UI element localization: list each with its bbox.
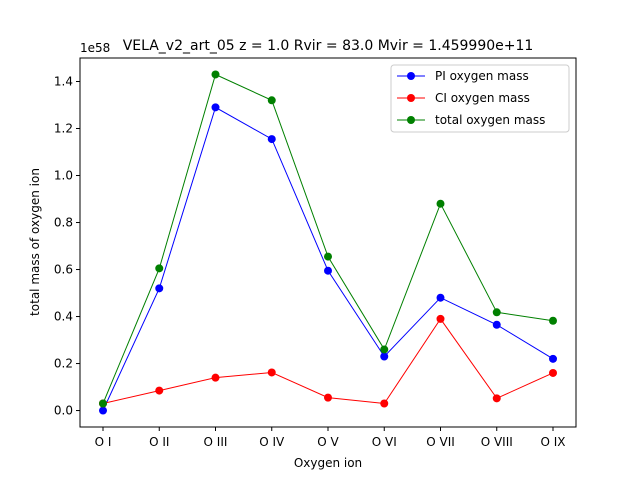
- data-point-ci-oxygen-mass: [380, 399, 389, 408]
- data-point-pi-oxygen-mass: [492, 320, 501, 329]
- legend-marker: [407, 94, 415, 102]
- x-tick-label: O VII: [426, 435, 455, 449]
- data-point-total-oxygen-mass: [492, 308, 501, 317]
- data-point-pi-oxygen-mass: [324, 266, 332, 275]
- data-point-total-oxygen-mass: [436, 199, 445, 208]
- legend-marker: [407, 116, 415, 124]
- legend-box: [390, 64, 570, 133]
- x-tick-label: O III: [204, 435, 228, 449]
- legend-label: total oxygen mass: [435, 113, 545, 127]
- x-tick-label: O V: [317, 435, 339, 449]
- y-tick-label: 0.8: [54, 216, 73, 230]
- data-point-ci-oxygen-mass: [492, 394, 501, 403]
- y-tick-label: 1.4: [54, 75, 73, 89]
- data-point-ci-oxygen-mass: [436, 314, 445, 323]
- data-point-pi-oxygen-mass: [436, 293, 445, 302]
- y-offset-label: 1e58: [80, 41, 110, 55]
- data-point-pi-oxygen-mass: [99, 406, 107, 415]
- x-tick-label: O VI: [372, 435, 397, 449]
- chart-title: VELA_v2_art_05 z = 1.0 Rvir = 83.0 Mvir …: [123, 38, 534, 54]
- legend-label: PI oxygen mass: [435, 69, 529, 83]
- data-point-total-oxygen-mass: [267, 96, 276, 105]
- legend: PI oxygen mass CI oxygen mass total oxygen…: [390, 64, 570, 133]
- data-point-pi-oxygen-mass: [211, 103, 220, 112]
- y-tick-label: 1.2: [54, 122, 73, 136]
- data-point-total-oxygen-mass: [99, 399, 107, 408]
- x-tick-label: O I: [95, 435, 112, 449]
- plot-frame: [79, 57, 577, 428]
- data-point-total-oxygen-mass: [380, 345, 389, 354]
- data-point-ci-oxygen-mass: [324, 393, 332, 402]
- x-axis-label: Oxygen ion: [294, 456, 362, 470]
- y-tick-label: 0.6: [54, 263, 73, 277]
- legend-marker: [407, 72, 415, 80]
- y-tick-label: 0.0: [54, 404, 73, 418]
- data-point-pi-oxygen-mass: [267, 135, 276, 144]
- y-tick-label: 0.2: [54, 357, 73, 371]
- data-point-pi-oxygen-mass: [380, 352, 389, 361]
- legend-label: CI oxygen mass: [435, 91, 530, 105]
- data-point-ci-oxygen-mass: [267, 368, 276, 377]
- data-point-total-oxygen-mass: [211, 70, 220, 79]
- data-point-ci-oxygen-mass: [211, 373, 220, 382]
- x-tick-label: O VIII: [481, 435, 513, 449]
- data-point-ci-oxygen-mass: [155, 386, 164, 395]
- x-tick-label: O II: [149, 435, 169, 449]
- x-tick-label: O IX: [540, 435, 565, 449]
- data-point-pi-oxygen-mass: [155, 284, 164, 293]
- data-point-total-oxygen-mass: [324, 252, 332, 261]
- y-tick-label: 0.4: [54, 310, 73, 324]
- y-axis-label: total mass of oxygen ion: [28, 168, 42, 316]
- y-tick-label: 1.0: [54, 169, 73, 183]
- data-point-ci-oxygen-mass: [549, 368, 557, 377]
- x-tick-label: O IV: [259, 435, 285, 449]
- data-point-pi-oxygen-mass: [549, 354, 557, 363]
- data-point-total-oxygen-mass: [549, 316, 557, 325]
- data-point-total-oxygen-mass: [155, 264, 164, 273]
